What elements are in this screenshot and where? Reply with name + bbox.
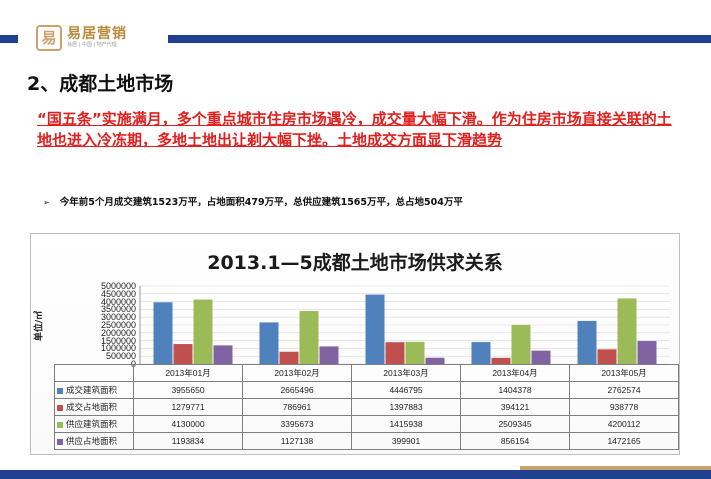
- legend-swatch: [57, 438, 63, 445]
- bar: [471, 342, 491, 364]
- y-tick-label: 2500000: [100, 320, 136, 330]
- legend-entry: 供应建筑面积: [54, 415, 134, 433]
- bar: [637, 341, 657, 364]
- legend-label: 成交占地面积: [66, 402, 118, 412]
- bar: [213, 345, 233, 364]
- table-cell: 1193834: [133, 432, 243, 450]
- bar: [511, 324, 531, 364]
- bar: [153, 302, 173, 364]
- table-category-cell: 2013年03月: [351, 364, 461, 382]
- table-cell: 2762574: [569, 381, 679, 399]
- table-cell: 394121: [460, 398, 570, 416]
- brand-name: 易居营销: [67, 26, 127, 42]
- table-cell: 3395673: [242, 415, 352, 433]
- table-cell: 1415938: [351, 415, 461, 433]
- bar: [531, 350, 551, 364]
- table-row: 成交建筑面积 3955650 2665496 4446795 1404378 2…: [54, 381, 679, 399]
- y-tick-label: 1500000: [100, 335, 136, 346]
- table-row: 成交占地面积 1279771 786961 1397883 394121 938…: [54, 398, 679, 416]
- table-header-row: 2013年01月 2013年02月 2013年03月 2013年04月 2013…: [54, 364, 679, 382]
- y-tick-label: 2000000: [100, 327, 136, 338]
- table-cell: 4446795: [351, 381, 461, 399]
- table-cell: 856154: [460, 432, 570, 450]
- bar: [577, 320, 597, 364]
- table-row: 供应占地面积 1193834 1127138 399901 856154 147…: [54, 432, 679, 450]
- table-cell: 1397883: [351, 398, 461, 416]
- table-row: 供应建筑面积 4130000 3395673 1415938 2509345 4…: [54, 415, 679, 433]
- table-cell: 2509345: [460, 415, 570, 433]
- bar: [319, 346, 339, 364]
- y-tick-label: 3500000: [100, 304, 136, 315]
- bar: [193, 299, 213, 364]
- bar: [597, 349, 617, 364]
- bar: [491, 357, 511, 364]
- chart-data-table: 2013年01月 2013年02月 2013年03月 2013年04月 2013…: [54, 364, 679, 450]
- legend-swatch: [57, 404, 63, 411]
- table-cell: 399901: [351, 432, 461, 450]
- table-category-cell: 2013年01月: [133, 364, 243, 382]
- table-cell: 938778: [569, 398, 679, 416]
- slide-title: 2、成都土地市场: [27, 73, 174, 95]
- footer-accent: [520, 466, 711, 470]
- table-category-cell: 2013年02月: [242, 364, 352, 382]
- brand-subtitle: 易居 | 中国 | 地产代理: [67, 42, 117, 48]
- bar: [259, 322, 279, 364]
- header-band-right: [168, 35, 711, 43]
- table-category-cell: 2013年05月: [569, 364, 679, 382]
- bar: [279, 351, 299, 364]
- y-tick-label: 4500000: [100, 288, 136, 299]
- y-tick-label: 500000: [105, 351, 136, 362]
- bar: [299, 311, 319, 364]
- table-corner-cell: [54, 364, 134, 382]
- legend-entry: 成交占地面积: [54, 398, 134, 416]
- table-cell: 1404378: [460, 381, 570, 399]
- company-logo: 易 易居营销 易居 | 中国 | 地产代理: [36, 24, 127, 52]
- table-cell: 1127138: [242, 432, 352, 450]
- logo-mark: 易: [36, 25, 62, 51]
- table-cell: 786961: [242, 398, 352, 416]
- bar: [425, 357, 445, 364]
- table-cell: 4200112: [569, 415, 679, 433]
- bullet-point: ➢ 今年前5个月成交建筑1523万平，占地面积479万平，总供应建筑1565万平，…: [43, 194, 463, 208]
- table-cell: 1279771: [133, 398, 243, 416]
- legend-swatch: [57, 387, 63, 394]
- chart-title: 2013.1—5成都土地市场供求关系: [207, 252, 503, 274]
- legend-entry: 成交建筑面积: [54, 381, 134, 399]
- y-tick-label: 3000000: [100, 312, 136, 323]
- table-category-cell: 2013年04月: [460, 364, 570, 382]
- table-cell: 4130000: [133, 415, 243, 433]
- lead-paragraph: “国五条”实施满月，多个重点城市住房市场遇冷，成交量大幅下滑。作为住房市场直接关…: [37, 110, 672, 149]
- y-tick-label: 5000000: [100, 281, 136, 291]
- legend-label: 供应建筑面积: [66, 419, 118, 429]
- bar: [173, 344, 193, 364]
- bar: [617, 298, 637, 364]
- table-cell: 2665496: [242, 381, 352, 399]
- bar: [385, 342, 405, 364]
- footer-band: [0, 470, 711, 479]
- bullet-arrow-icon: ➢: [43, 198, 50, 207]
- bullet-text: 今年前5个月成交建筑1523万平，占地面积479万平，总供应建筑1565万平，总…: [59, 197, 463, 208]
- table-cell: 3955650: [133, 381, 243, 399]
- y-tick-label: 1000000: [100, 343, 136, 354]
- legend-entry: 供应占地面积: [54, 432, 134, 450]
- table-cell: 1472165: [569, 432, 679, 450]
- y-tick-label: 4000000: [100, 296, 136, 307]
- bar: [365, 294, 385, 364]
- bar: [405, 341, 425, 364]
- header-band-left: [0, 35, 18, 43]
- legend-label: 成交建筑面积: [66, 385, 118, 395]
- legend-swatch: [57, 421, 63, 428]
- legend-label: 供应占地面积: [66, 436, 118, 446]
